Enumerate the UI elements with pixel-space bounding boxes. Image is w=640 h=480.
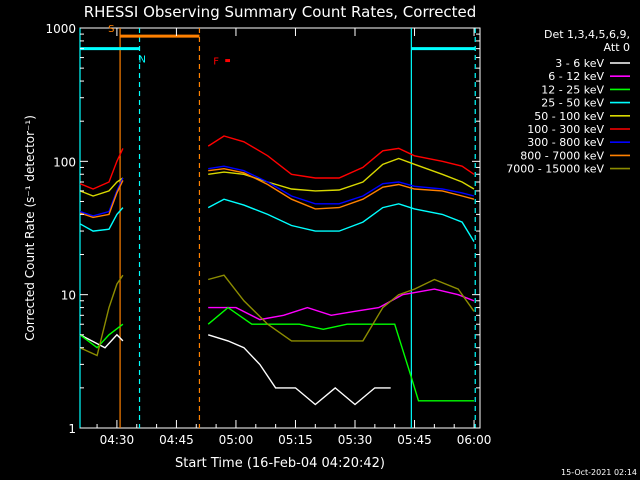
- legend-label-3: 25 - 50 keV: [541, 97, 604, 110]
- y-tick-label-3: 1000: [45, 22, 76, 36]
- series-line-8-1: [208, 274, 475, 342]
- legend-label-5: 100 - 300 keV: [527, 123, 604, 136]
- x-tick-label-3: 05:15: [278, 433, 313, 447]
- series-line-6-0: [79, 177, 124, 217]
- series-line-0-0: [79, 333, 124, 349]
- x-tick-label-5: 05:45: [397, 433, 432, 447]
- y-tick-label-2: 100: [53, 155, 76, 169]
- legend-label-6: 300 - 800 keV: [527, 136, 604, 149]
- footer-timestamp: 15-Oct-2021 02:14: [561, 468, 637, 477]
- series-line-5-0: [79, 148, 124, 190]
- x-tick-label-6: 06:00: [457, 433, 492, 447]
- x-tick-label-0: 04:30: [100, 433, 135, 447]
- x-axis-label: Start Time (16-Feb-04 04:20:42): [175, 456, 385, 471]
- y-axis-label: Corrected Count Rate (s⁻¹ detector⁻¹): [23, 115, 37, 341]
- legend-label-7: 800 - 7000 keV: [520, 149, 604, 162]
- x-tick-label-4: 05:30: [338, 433, 373, 447]
- chart-title: RHESSI Observing Summary Count Rates, Co…: [84, 3, 477, 21]
- series-line-2-1: [207, 306, 474, 402]
- legend-header-1: Att 0: [604, 41, 630, 54]
- legend-label-2: 12 - 25 keV: [541, 83, 604, 96]
- series-line-8-0: [79, 274, 124, 357]
- legend-label-1: 6 - 12 keV: [548, 70, 604, 83]
- series-line-3-0: [79, 207, 124, 232]
- legend-header-0: Det 1,3,4,5,6,9,: [544, 28, 630, 41]
- y-tick-label-0: 1: [68, 422, 76, 436]
- series-line-0-1: [207, 334, 391, 406]
- series-line-7-0: [79, 180, 124, 219]
- flag-label-3: F: [213, 57, 219, 68]
- x-tick-label-2: 05:00: [219, 433, 254, 447]
- x-tick-label-1: 04:45: [159, 433, 194, 447]
- series-line-5-1: [207, 135, 475, 179]
- legend-label-0: 3 - 6 keV: [555, 57, 604, 70]
- series-line-3-1: [207, 198, 475, 242]
- series-line-6-1: [208, 165, 475, 205]
- series-line-7-1: [208, 167, 475, 210]
- series-line-4-1: [208, 157, 475, 192]
- flag-label-1: N: [139, 55, 146, 66]
- flag-label-0: S: [108, 24, 114, 35]
- legend-label-8: 7000 - 15000 keV: [506, 163, 604, 176]
- legend-label-4: 50 - 100 keV: [534, 110, 604, 123]
- y-tick-label-1: 10: [61, 289, 76, 303]
- series-line-2-0: [79, 323, 124, 349]
- series-line-1-0: [208, 288, 475, 321]
- series-line-4-0: [79, 177, 124, 197]
